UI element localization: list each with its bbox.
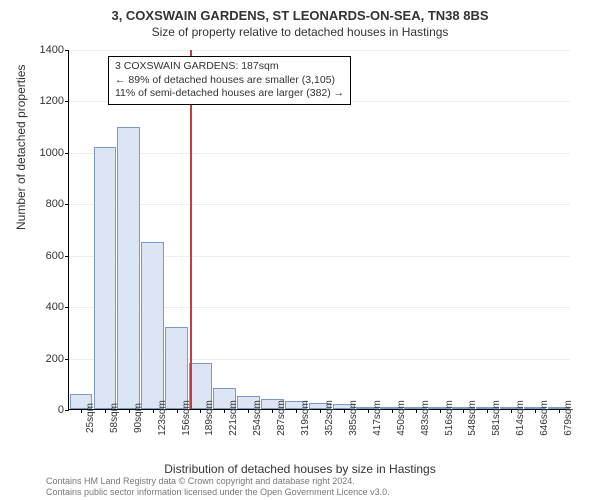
chart-title: 3, COXSWAIN GARDENS, ST LEONARDS-ON-SEA,… (0, 0, 600, 23)
xtick-mark (440, 409, 441, 413)
ytick-label: 1200 (24, 95, 64, 107)
xtick-mark (248, 409, 249, 413)
ytick-label: 200 (24, 353, 64, 365)
xtick-label: 614sqm (515, 400, 526, 436)
ytick-label: 600 (24, 250, 64, 262)
chart-subtitle: Size of property relative to detached ho… (0, 23, 600, 39)
chart-container: 3, COXSWAIN GARDENS, ST LEONARDS-ON-SEA,… (0, 0, 600, 500)
ytick-mark (65, 359, 69, 360)
ytick-label: 800 (24, 198, 64, 210)
xtick-label: 483sqm (420, 400, 431, 436)
xtick-mark (487, 409, 488, 413)
ytick-label: 0 (24, 404, 64, 416)
attribution-line: Contains public sector information licen… (46, 487, 390, 498)
xtick-mark (511, 409, 512, 413)
xtick-label: 450sqm (396, 400, 407, 436)
annotation-box: 3 COXSWAIN GARDENS: 187sqm ← 89% of deta… (108, 56, 351, 105)
xtick-label: 516sqm (444, 400, 455, 436)
xtick-label: 679sqm (563, 400, 574, 436)
grid-line (69, 153, 570, 154)
histogram-bar (117, 127, 140, 409)
ytick-mark (65, 410, 69, 411)
attribution-text: Contains HM Land Registry data © Crown c… (46, 476, 390, 498)
xtick-mark (463, 409, 464, 413)
xtick-mark (416, 409, 417, 413)
xtick-mark (392, 409, 393, 413)
annotation-line: ← 89% of detached houses are smaller (3,… (115, 74, 344, 88)
ytick-mark (65, 50, 69, 51)
histogram-bar (165, 327, 188, 409)
ytick-mark (65, 256, 69, 257)
ytick-mark (65, 204, 69, 205)
histogram-bar (141, 242, 164, 409)
xtick-mark (344, 409, 345, 413)
xtick-mark (200, 409, 201, 413)
ytick-label: 1400 (24, 44, 64, 56)
xtick-mark (105, 409, 106, 413)
xtick-mark (129, 409, 130, 413)
attribution-line: Contains HM Land Registry data © Crown c… (46, 476, 390, 487)
xtick-mark (224, 409, 225, 413)
xtick-mark (535, 409, 536, 413)
xtick-label: 646sqm (539, 400, 550, 436)
grid-line (69, 50, 570, 51)
xtick-label: 548sqm (467, 400, 478, 436)
ytick-mark (65, 101, 69, 102)
ytick-label: 1000 (24, 147, 64, 159)
xtick-mark (81, 409, 82, 413)
annotation-line: 11% of semi-detached houses are larger (… (115, 87, 344, 101)
grid-line (69, 204, 570, 205)
ytick-label: 400 (24, 301, 64, 313)
xtick-label: 417sqm (372, 400, 383, 436)
xtick-label: 385sqm (348, 400, 359, 436)
ytick-mark (65, 153, 69, 154)
chart-plot-area: 020040060080010001200140025sqm58sqm90sqm… (68, 50, 570, 410)
xtick-mark (368, 409, 369, 413)
xtick-mark (177, 409, 178, 413)
xtick-mark (272, 409, 273, 413)
ytick-mark (65, 307, 69, 308)
xtick-mark (153, 409, 154, 413)
xtick-mark (559, 409, 560, 413)
x-axis-label: Distribution of detached houses by size … (0, 462, 600, 476)
xtick-mark (320, 409, 321, 413)
xtick-mark (296, 409, 297, 413)
annotation-line: 3 COXSWAIN GARDENS: 187sqm (115, 60, 344, 74)
histogram-bar (94, 147, 117, 409)
xtick-label: 581sqm (491, 400, 502, 436)
